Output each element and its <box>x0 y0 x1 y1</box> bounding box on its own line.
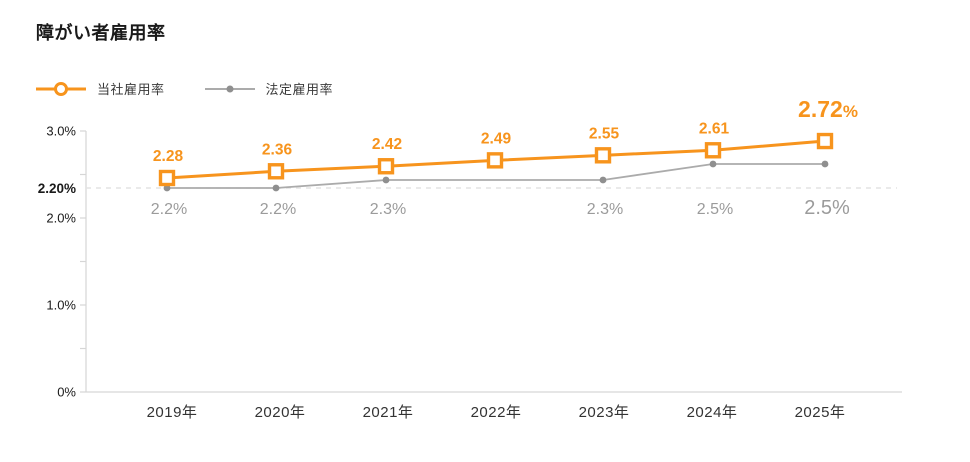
company-data-label: 2.55 <box>589 125 620 142</box>
company-data-label: 2.49 <box>481 130 512 147</box>
x-axis-label: 2020年 <box>255 404 306 421</box>
x-axis-label: 2021年 <box>363 404 414 421</box>
legal-data-label: 2.2% <box>260 201 296 218</box>
company-ring-icon <box>54 81 68 96</box>
legal-data-label: 2.3% <box>370 201 406 218</box>
legend: 当社雇用率 法定雇用率 <box>36 79 333 98</box>
x-axis-label: 2022年 <box>471 404 522 421</box>
y-axis-tick-label: 1.0% <box>46 298 76 313</box>
legal-marker <box>382 176 390 184</box>
x-axis-label: 2024年 <box>687 404 738 421</box>
legal-marker <box>599 176 607 184</box>
legal-data-label: 2.2% <box>151 201 187 218</box>
company-series-swatch <box>36 81 86 97</box>
legal-marker <box>272 184 280 192</box>
legend-label-legal: 法定雇用率 <box>265 82 334 97</box>
x-axis-label: 2025年 <box>795 404 846 421</box>
legend-label-company: 当社雇用率 <box>97 82 165 97</box>
legal-data-label: 2.5% <box>697 201 733 218</box>
company-data-label: 2.72% <box>798 96 858 122</box>
legal-marker <box>163 184 171 192</box>
legend-item-legal: 法定雇用率 <box>204 79 334 98</box>
y-axis-tick-label: 2.0% <box>46 211 76 226</box>
company-marker <box>267 163 285 180</box>
y-axis-tick-label: 0% <box>57 385 76 400</box>
company-marker <box>377 158 395 175</box>
reference-line-label: 2.20% <box>38 181 76 196</box>
legal-dot-icon <box>226 85 234 92</box>
legal-data-label: 2.3% <box>587 201 623 218</box>
legal-data-label: 2.5% <box>804 197 850 219</box>
company-marker <box>594 147 612 164</box>
y-axis-tick-label: 3.0% <box>46 124 76 139</box>
company-marker <box>704 142 722 159</box>
legend-item-company: 当社雇用率 <box>36 79 165 98</box>
company-data-label: 2.36 <box>262 141 293 158</box>
company-data-label: 2.42 <box>372 136 402 153</box>
page-title: 障がい者雇用率 <box>36 23 166 43</box>
company-marker <box>158 169 176 187</box>
x-axis-label: 2019年 <box>147 404 198 421</box>
company-marker <box>816 132 834 150</box>
legal-series-swatch <box>204 81 255 97</box>
company-data-label: 2.28 <box>153 148 184 165</box>
legal-marker <box>709 160 717 168</box>
legal-marker <box>821 160 829 168</box>
company-marker <box>486 152 504 169</box>
company-data-label: 2.61 <box>699 120 730 137</box>
x-axis-label: 2023年 <box>579 404 630 421</box>
